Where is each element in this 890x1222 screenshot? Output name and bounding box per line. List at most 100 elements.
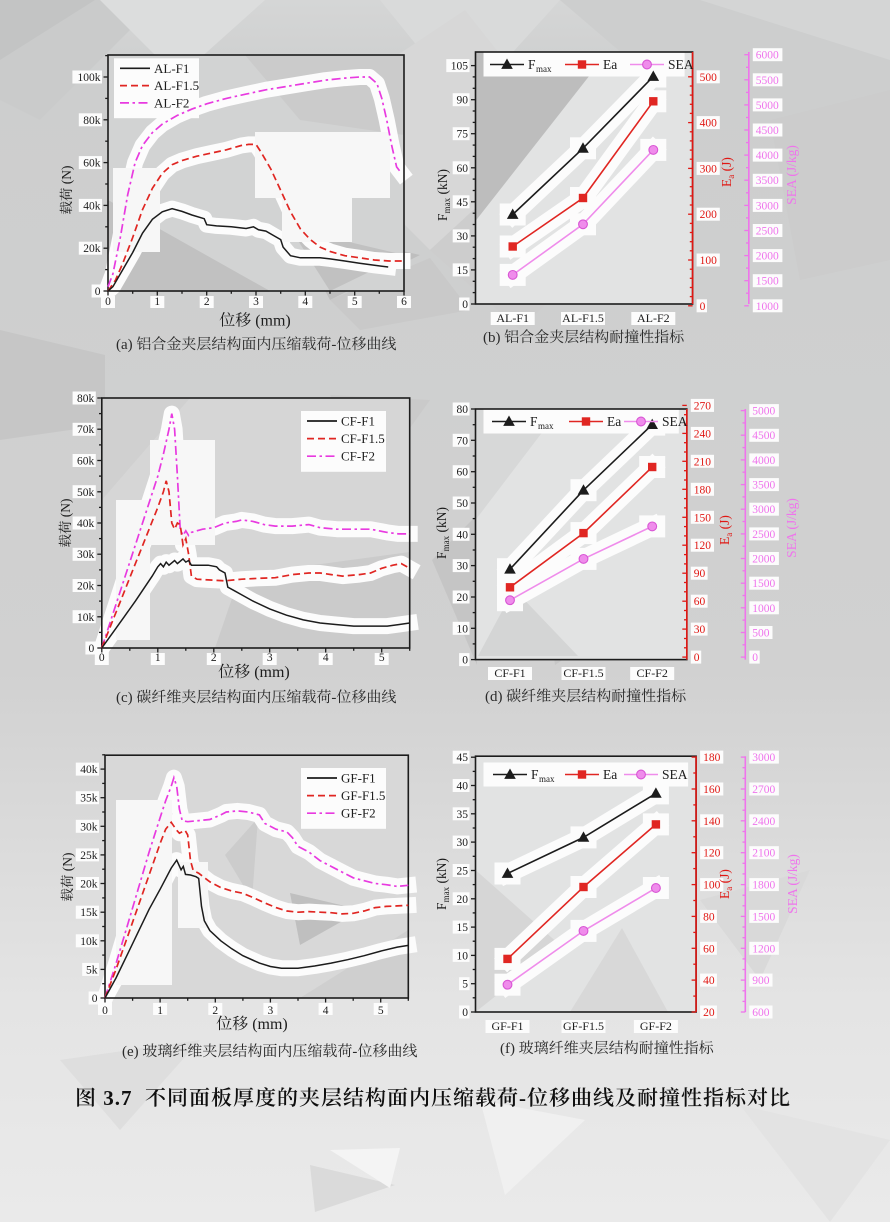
svg-text:0: 0 [105, 296, 111, 308]
svg-text:GF-F1.5: GF-F1.5 [341, 788, 385, 803]
svg-text:(mm): (mm) [248, 1016, 288, 1033]
svg-text:35k: 35k [80, 793, 98, 805]
svg-text:40k: 40k [77, 518, 95, 530]
svg-text:50: 50 [457, 498, 469, 510]
svg-text:40k: 40k [80, 764, 98, 776]
svg-text:3000: 3000 [752, 504, 775, 516]
svg-text:max: max [539, 774, 555, 784]
svg-text:100: 100 [700, 255, 718, 267]
svg-text:30: 30 [694, 624, 706, 636]
svg-text:3000: 3000 [752, 752, 775, 764]
svg-text:(e): (e) [122, 1044, 142, 1060]
svg-text:GF-F1: GF-F1 [491, 1019, 523, 1033]
svg-text:(f): (f) [500, 1041, 519, 1057]
svg-text:4000: 4000 [752, 455, 775, 467]
svg-text:0: 0 [95, 286, 101, 298]
svg-text:120: 120 [694, 540, 712, 552]
svg-text:4500: 4500 [752, 430, 775, 442]
svg-text:5: 5 [352, 296, 358, 308]
svg-text:GF-F2: GF-F2 [640, 1019, 672, 1033]
svg-text:90: 90 [457, 95, 469, 107]
svg-text:40: 40 [457, 781, 469, 793]
svg-text:4: 4 [323, 1005, 329, 1017]
svg-text:1: 1 [157, 1005, 163, 1017]
svg-text:AL-F1.5: AL-F1.5 [154, 78, 199, 93]
svg-text:-: - [331, 690, 336, 706]
svg-text:Ea: Ea [607, 414, 621, 429]
svg-text:(N): (N) [59, 165, 74, 187]
svg-text:10k: 10k [80, 936, 98, 948]
svg-text:1200: 1200 [752, 943, 775, 955]
svg-text:3.7: 3.7 [97, 1086, 145, 1110]
svg-text:0: 0 [462, 1007, 468, 1019]
svg-text:-: - [519, 1086, 527, 1110]
svg-text:1500: 1500 [756, 276, 779, 288]
svg-text:0: 0 [99, 652, 105, 664]
svg-text:150: 150 [694, 512, 712, 524]
svg-text:80k: 80k [83, 115, 101, 127]
svg-text:20k: 20k [83, 243, 101, 255]
svg-text:4000: 4000 [756, 150, 779, 162]
svg-text:20: 20 [703, 1007, 715, 1019]
svg-text:(N): (N) [58, 498, 73, 520]
svg-text:F: F [528, 57, 536, 72]
svg-text:60: 60 [457, 163, 469, 175]
svg-text:2700: 2700 [752, 784, 775, 796]
svg-text:80: 80 [457, 404, 469, 416]
svg-text:2: 2 [212, 1005, 218, 1017]
svg-text:30: 30 [457, 837, 469, 849]
svg-text:CF-F1.5: CF-F1.5 [341, 431, 385, 446]
svg-text:Ea (J): Ea (J) [717, 869, 734, 899]
svg-text:30: 30 [457, 231, 469, 243]
svg-text:4500: 4500 [756, 125, 779, 137]
svg-text:CF-F2: CF-F2 [341, 449, 375, 464]
svg-text:1500: 1500 [752, 578, 775, 590]
svg-text:CF-F1: CF-F1 [494, 666, 525, 680]
svg-text:3: 3 [253, 296, 259, 308]
svg-text:AL-F1: AL-F1 [154, 61, 189, 76]
svg-text:45: 45 [457, 752, 469, 764]
svg-text:105: 105 [451, 61, 469, 73]
svg-text:60k: 60k [83, 158, 101, 170]
svg-text:10: 10 [457, 950, 469, 962]
svg-text:0: 0 [752, 652, 758, 664]
svg-text:5: 5 [462, 979, 468, 991]
svg-text:Ea: Ea [603, 57, 617, 72]
svg-text:SEA (J/kg): SEA (J/kg) [784, 498, 799, 558]
svg-text:900: 900 [752, 975, 770, 987]
svg-text:(mm): (mm) [250, 664, 290, 681]
svg-text:160: 160 [703, 784, 721, 796]
svg-text:90: 90 [694, 568, 706, 580]
svg-text:50k: 50k [77, 487, 95, 499]
svg-text:0: 0 [462, 299, 468, 311]
svg-text:210: 210 [694, 456, 712, 468]
svg-text:AL-F2: AL-F2 [154, 95, 189, 110]
svg-text:SEA (J/kg): SEA (J/kg) [784, 145, 799, 205]
svg-text:SEA: SEA [662, 414, 688, 429]
svg-text:3: 3 [268, 1005, 274, 1017]
svg-text:2000: 2000 [756, 251, 779, 263]
svg-text:1800: 1800 [752, 880, 775, 892]
svg-text:20: 20 [457, 894, 469, 906]
svg-text:2100: 2100 [752, 848, 775, 860]
svg-text:15: 15 [457, 922, 469, 934]
svg-text:70k: 70k [77, 424, 95, 436]
svg-text:(b): (b) [483, 330, 504, 346]
svg-text:5: 5 [378, 1005, 384, 1017]
svg-text:500: 500 [752, 628, 770, 640]
svg-text:2400: 2400 [752, 816, 775, 828]
svg-text:(N): (N) [60, 852, 75, 874]
svg-text:AL-F1.5: AL-F1.5 [562, 311, 604, 325]
svg-text:Ea: Ea [603, 767, 617, 782]
svg-text:2000: 2000 [752, 554, 775, 566]
svg-text:AL-F2: AL-F2 [637, 311, 670, 325]
svg-text:180: 180 [703, 752, 721, 764]
svg-text:F: F [531, 767, 539, 782]
svg-text:0: 0 [700, 301, 706, 313]
svg-text:(c): (c) [116, 690, 136, 706]
svg-text:400: 400 [700, 118, 718, 130]
svg-text:40k: 40k [83, 200, 101, 212]
svg-text:GF-F1.5: GF-F1.5 [563, 1019, 604, 1033]
svg-text:(a): (a) [116, 337, 136, 353]
svg-text:2: 2 [211, 652, 217, 664]
